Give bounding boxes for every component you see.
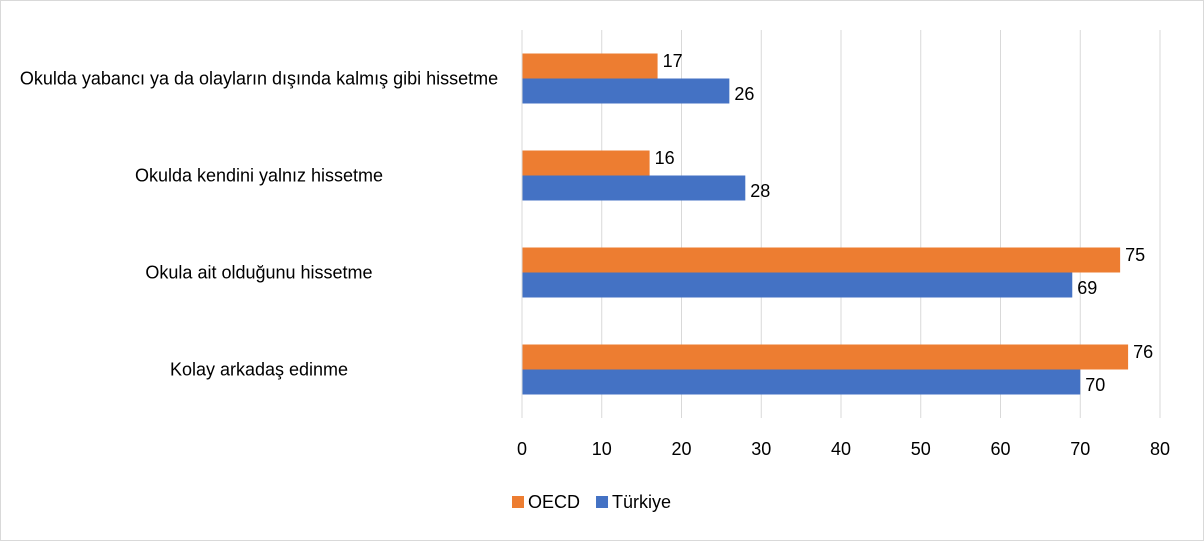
value-label: 69 — [1077, 278, 1097, 298]
bar — [522, 344, 1129, 370]
value-label: 76 — [1133, 342, 1153, 362]
bar — [522, 150, 650, 176]
category-label: Kolay arkadaş edinme — [169, 359, 349, 379]
value-label: 26 — [734, 84, 754, 104]
bar — [522, 369, 1081, 395]
x-tick-label: 70 — [1070, 439, 1090, 459]
bar — [522, 53, 658, 79]
x-tick-label: 60 — [990, 439, 1010, 459]
legend-swatch — [596, 496, 609, 508]
value-label: 16 — [655, 148, 675, 168]
x-tick-label: 30 — [751, 439, 771, 459]
x-tick-label: 50 — [911, 439, 931, 459]
value-label: 75 — [1125, 245, 1145, 265]
category-label: Okula ait olduğunu hissetme — [145, 262, 373, 282]
x-tick-label: 40 — [831, 439, 851, 459]
x-tick-label: 80 — [1150, 439, 1170, 459]
value-label: 17 — [663, 51, 683, 71]
category-label: Okulda yabancı ya da olayların dışında k… — [19, 68, 499, 88]
bar — [522, 272, 1073, 298]
x-tick-label: 20 — [671, 439, 691, 459]
x-tick-label: 10 — [592, 439, 612, 459]
legend-label: Türkiye — [612, 492, 671, 512]
legend-swatch — [512, 496, 524, 508]
x-tick-label: 0 — [517, 439, 527, 459]
bar — [522, 175, 746, 201]
bar — [522, 247, 1121, 273]
legend-label: OECD — [528, 492, 580, 512]
category-label: Okulda kendini yalnız hissetme — [134, 165, 384, 185]
value-label: 70 — [1085, 375, 1105, 395]
value-label: 28 — [750, 181, 770, 201]
bar — [522, 78, 730, 104]
